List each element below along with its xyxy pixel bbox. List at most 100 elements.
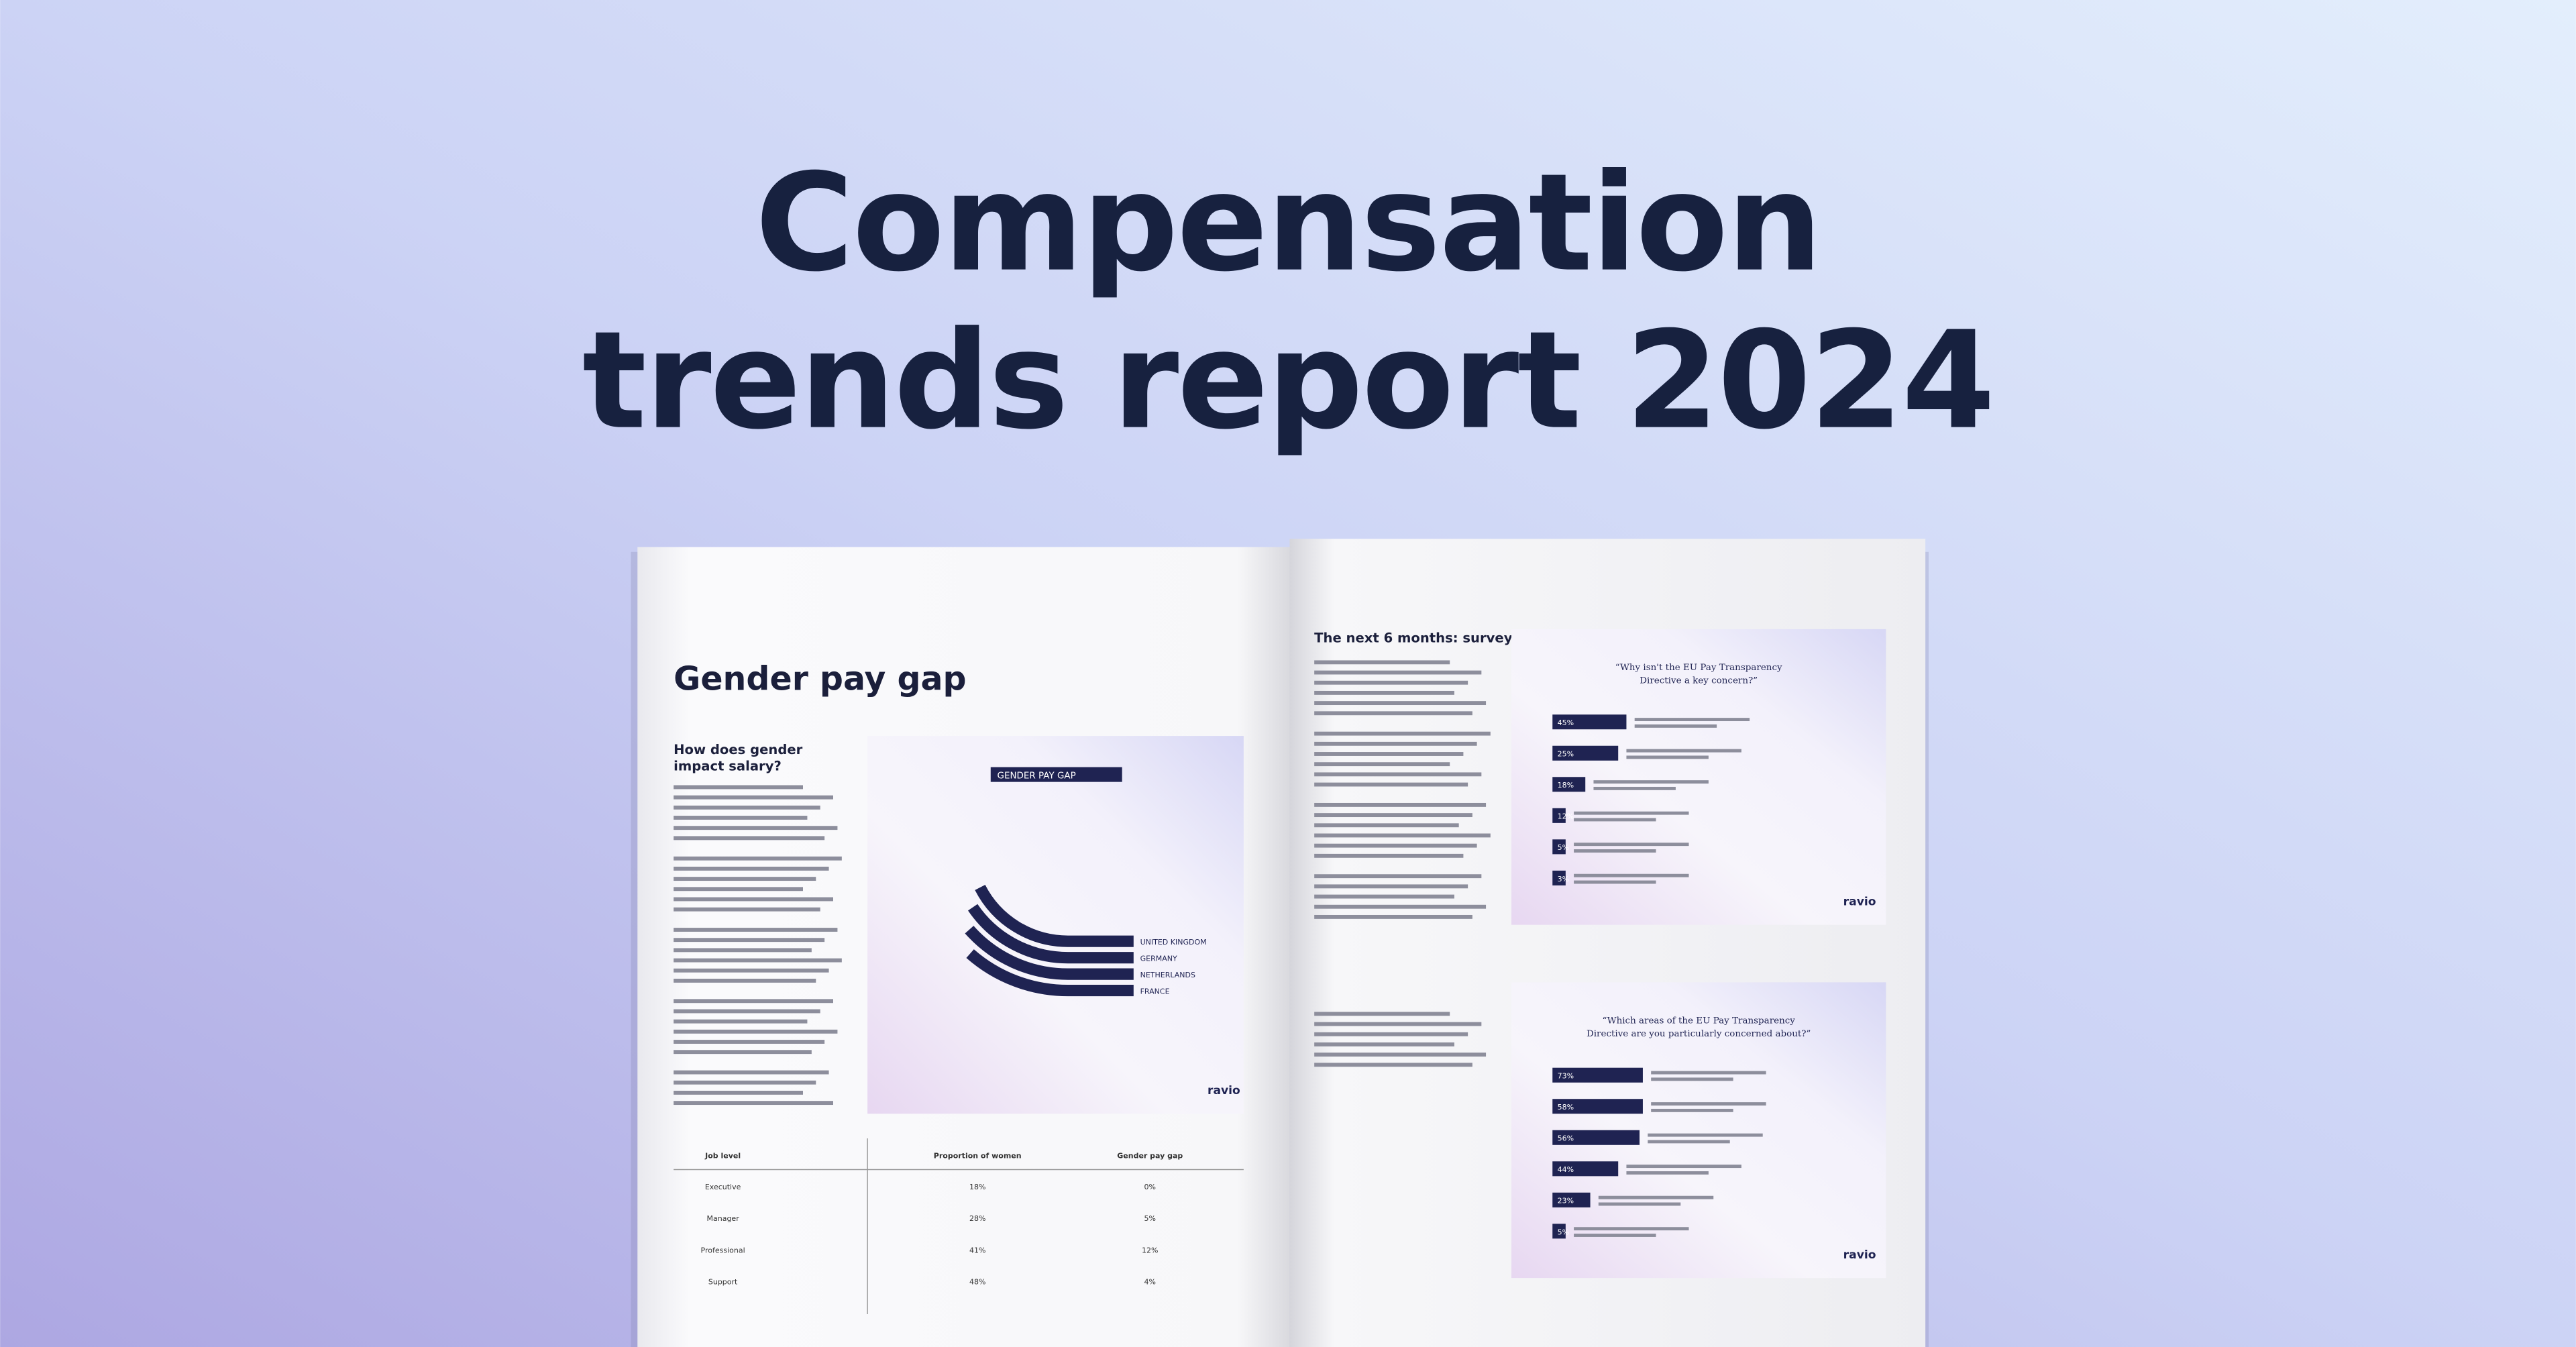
text-line [674, 826, 838, 830]
chart-label: NETHERLANDS [1140, 971, 1195, 979]
text-line [1314, 853, 1464, 858]
body-text [674, 785, 842, 1106]
text-line [1574, 1234, 1656, 1237]
radial-chart: FRANCE NETHERLANDS GERMANY UNITED KINGDOM [965, 884, 1207, 997]
text-line [674, 1050, 812, 1055]
text-line [674, 978, 816, 983]
brand: ravio [1843, 895, 1876, 908]
text-line [1314, 1053, 1487, 1057]
bar [1552, 839, 1566, 855]
bar [1552, 1130, 1640, 1145]
text-line [1314, 802, 1487, 807]
text-line [1314, 741, 1477, 746]
text-line [1314, 1032, 1468, 1036]
text-line [1314, 680, 1468, 685]
text-line [1648, 1140, 1730, 1144]
text-line [1651, 1071, 1766, 1075]
table-cell: Support [708, 1278, 738, 1287]
text-line [1574, 880, 1656, 884]
text-line [674, 887, 803, 892]
subheading: impact salary? [674, 758, 782, 773]
text-line [674, 836, 825, 841]
survey-cards: “Why isn't the EU Pay Transparency Direct… [1511, 629, 1886, 1279]
text-line [674, 866, 829, 871]
table-cell: 41% [969, 1246, 985, 1254]
text-line [674, 816, 808, 820]
chart-card [867, 736, 1244, 1114]
chart-title: GENDER PAY GAP [998, 771, 1076, 782]
text-line [674, 958, 842, 963]
bar-label: 25% [1558, 750, 1574, 759]
table-header: Proportion of women [934, 1151, 1022, 1160]
text-line [1574, 811, 1689, 815]
text-line [1314, 874, 1482, 879]
bar-label: 23% [1558, 1197, 1574, 1205]
table-cell: 12% [1142, 1246, 1158, 1254]
table-cell: 28% [969, 1214, 985, 1223]
table-cell: 5% [1144, 1214, 1156, 1223]
text-line [674, 999, 833, 1004]
table-cell: Professional [701, 1246, 745, 1254]
chart-label: FRANCE [1140, 987, 1170, 996]
table-header: Job level [704, 1151, 741, 1160]
text-line [1651, 1077, 1733, 1081]
text-line [1651, 1108, 1733, 1112]
text-line [1314, 752, 1464, 756]
text-line [1648, 1133, 1763, 1137]
text-line [1314, 1063, 1472, 1067]
card-question: Directive a key concern?” [1640, 676, 1758, 686]
page-heading: Gender pay gap [674, 659, 966, 698]
text-line [1314, 843, 1477, 848]
card-question: Directive are you particularly concerned… [1587, 1029, 1811, 1039]
card-question: “Why isn't the EU Pay Transparency [1615, 663, 1782, 673]
text-line [674, 1040, 825, 1044]
text-line [674, 897, 833, 902]
text-line [674, 1090, 803, 1095]
text-line [1314, 1022, 1482, 1026]
chart-label: UNITED KINGDOM [1140, 938, 1207, 947]
bar [1552, 1192, 1591, 1207]
body-text [1314, 660, 1491, 1067]
bar-label: 56% [1558, 1134, 1574, 1143]
bar [1552, 714, 1627, 730]
bar-label: 58% [1558, 1103, 1574, 1112]
chart-title-pill [990, 767, 1122, 782]
table-cell: Executive [705, 1183, 741, 1191]
text-line [674, 877, 816, 881]
bar-label: 18% [1558, 781, 1574, 790]
bar-label: 3% [1558, 875, 1569, 883]
text-line [674, 795, 833, 800]
text-line [1314, 731, 1491, 736]
text-line [1314, 914, 1472, 919]
text-line [1574, 843, 1689, 847]
bar [1552, 1067, 1643, 1083]
text-line [1574, 818, 1656, 822]
text-line [1314, 711, 1472, 716]
text-line [1651, 1102, 1766, 1106]
text-line [674, 856, 842, 861]
table-cell: Manager [707, 1214, 740, 1223]
arc [968, 904, 1134, 964]
text-line [1314, 833, 1491, 838]
bar-label: 5% [1558, 1228, 1569, 1236]
arc [966, 949, 1134, 997]
bar [1552, 870, 1566, 885]
table-cell: 4% [1144, 1278, 1156, 1287]
table-cell: 0% [1144, 1183, 1156, 1191]
text-line [1574, 1227, 1689, 1231]
text-line [674, 938, 825, 942]
table: Job level Proportion of women Gender pay g… [674, 1138, 1244, 1315]
chart-label: GERMANY [1140, 955, 1177, 963]
text-line [1598, 1195, 1714, 1199]
text-line [1626, 755, 1709, 759]
text-line [1314, 660, 1450, 665]
text-line [1634, 718, 1750, 722]
card-question: “Which areas of the EU Pay Transparency [1602, 1016, 1795, 1026]
arc [965, 926, 1134, 980]
text-line [1314, 701, 1487, 706]
title-line: Compensation [755, 146, 1821, 302]
bar-label: 5% [1558, 843, 1569, 852]
magazine: Gender pay gap How does gender impact sa… [631, 539, 1929, 1347]
text-line [674, 948, 812, 953]
text-line [1314, 772, 1482, 777]
